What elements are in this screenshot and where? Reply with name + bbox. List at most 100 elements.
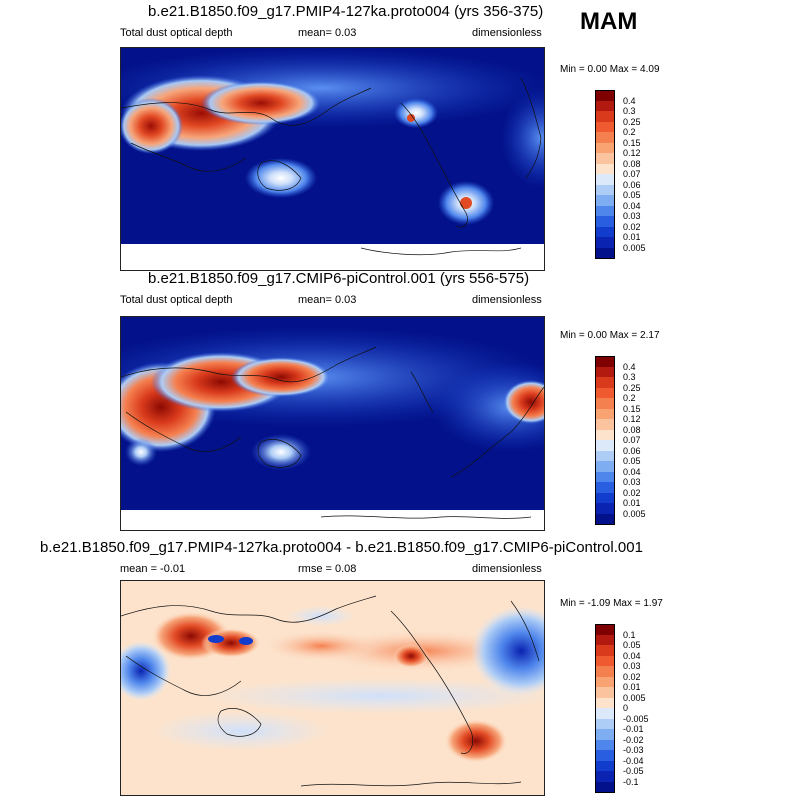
colorbar-tick-label: 0.2 (623, 393, 636, 403)
colorbar-tick-label: 0.07 (623, 435, 641, 445)
panel1-min-max: Min = 0.00 Max = 4.09 (560, 64, 660, 75)
colorbar-tick-label: 0.06 (623, 179, 641, 190)
colorbar-bin (595, 356, 615, 367)
colorbar-tick-label: 0.25 (623, 116, 641, 127)
colorbar-bin (595, 655, 615, 667)
panel3-mean-label: mean = -0.01 (120, 563, 186, 575)
colorbar-bin (595, 366, 615, 378)
colorbar-tick-label: 0.12 (623, 414, 641, 424)
colorbar-bin (595, 377, 615, 388)
colorbar-tick-label: 0.005 (623, 692, 646, 703)
colorbar-bin (595, 163, 615, 175)
colorbar-tick-label: 0.4 (623, 95, 636, 106)
colorbar-bin (595, 771, 615, 782)
colorbar-bin (595, 503, 615, 514)
colorbar-bin (595, 697, 615, 709)
colorbar-tick-label: 0.3 (623, 372, 636, 382)
season-label: MAM (580, 8, 638, 35)
colorbar-tick-label: 0.03 (623, 477, 641, 487)
colorbar-bin (595, 195, 615, 206)
colorbar-bin (595, 237, 615, 248)
colorbar-tick-label: -0.1 (623, 776, 639, 787)
colorbar-bin (595, 624, 615, 635)
colorbar-tick-label: -0.005 (623, 713, 649, 724)
colorbar-bin (595, 216, 615, 227)
panel1-title: b.e21.B1850.f09_g17.PMIP4-127ka.proto004… (148, 3, 544, 20)
panel1-variable-label: Total dust optical depth (120, 27, 233, 39)
panel1-mean-label: mean= 0.03 (298, 27, 357, 39)
colorbar-bin (595, 781, 615, 793)
colorbar-tick-label: 0.15 (623, 137, 641, 148)
colorbar-bin (595, 90, 615, 101)
colorbar-tick-label: 0.02 (623, 671, 641, 682)
panel3-field (121, 581, 544, 795)
colorbar-bin (595, 666, 615, 677)
colorbar-bin (595, 142, 615, 154)
colorbar-bin (595, 513, 615, 525)
colorbar-tick-label: 0.1 (623, 629, 636, 640)
colorbar-tick-label: 0.08 (623, 158, 641, 169)
panel2-field (121, 317, 544, 530)
colorbar-bin (595, 153, 615, 164)
panel2-title: b.e21.B1850.f09_g17.CMIP6-piControl.001 … (148, 270, 530, 287)
colorbar-bin (595, 174, 615, 185)
panel3-colorbar: 0.1 0.05 0.04 0.03 0.02 0.01 0.005 0 -0.005 -0.01… (595, 624, 675, 793)
panel1-colorbar: 0.4 0.3 0.25 0.2 0.15 0.12 0.08 0.07 0.06 0.05 0.0… (595, 90, 675, 259)
colorbar-bin (595, 111, 615, 122)
panel2-units-label: dimensionless (472, 294, 542, 306)
colorbar-tick-label: 0.02 (623, 221, 641, 232)
colorbar-bin (595, 440, 615, 451)
colorbar-bin (595, 461, 615, 472)
colorbar-tick-label: 0.07 (623, 169, 641, 179)
panel2-variable-label: Total dust optical depth (120, 294, 233, 306)
colorbar-tick-label: 0 (623, 703, 629, 713)
colorbar-tick-label: 0.03 (623, 661, 641, 671)
colorbar-tick-label: 0.01 (623, 232, 641, 242)
colorbar-bin (595, 419, 615, 430)
colorbar-bin (595, 492, 615, 504)
colorbar-tick-label: -0.01 (623, 724, 644, 734)
colorbar-bin (595, 739, 615, 751)
colorbar-bin (595, 184, 615, 196)
colorbar-bin (595, 708, 615, 719)
panel2-colorbar: 0.4 0.3 0.25 0.2 0.15 0.12 0.08 0.07 0.06 0.05 0.0… (595, 356, 675, 525)
colorbar-bin (595, 687, 615, 698)
panel3-units-label: dimensionless (472, 563, 542, 575)
colorbar-tick-label: 0.05 (623, 640, 641, 650)
panel1-units-label: dimensionless (472, 27, 542, 39)
colorbar-tick-label: -0.05 (623, 766, 644, 776)
panel2-map (120, 316, 545, 531)
colorbar-tick-label: -0.03 (623, 745, 644, 755)
colorbar-tick-label: 0.005 (623, 242, 646, 253)
colorbar-bin (595, 429, 615, 441)
colorbar-bin (595, 729, 615, 740)
colorbar-bin (595, 408, 615, 420)
colorbar-tick-label: 0.02 (623, 487, 641, 498)
colorbar-tick-label: 0.04 (623, 200, 641, 211)
colorbar-tick-label: 0.12 (623, 148, 641, 158)
colorbar-tick-label: -0.04 (623, 755, 644, 766)
panel1-field (121, 48, 544, 270)
colorbar-bin (595, 398, 615, 409)
colorbar-tick-label: -0.02 (623, 734, 644, 745)
colorbar-tick-label: 0.08 (623, 424, 641, 435)
colorbar-tick-label: 0.25 (623, 382, 641, 393)
colorbar-bin (595, 634, 615, 646)
colorbar-bin (595, 100, 615, 112)
panel3-map (120, 580, 545, 796)
panel3-min-max: Min = -1.09 Max = 1.97 (560, 598, 663, 609)
colorbar-bin (595, 760, 615, 772)
colorbar-tick-label: 0.3 (623, 106, 636, 116)
colorbar-tick-label: 0.15 (623, 403, 641, 414)
colorbar-bin (595, 676, 615, 688)
panel3-title: b.e21.B1850.f09_g17.PMIP4-127ka.proto004… (40, 539, 643, 556)
colorbar-tick-label: 0.01 (623, 682, 641, 692)
colorbar-tick-label: 0.04 (623, 466, 641, 477)
colorbar-bin (595, 482, 615, 493)
colorbar-tick-label: 0.03 (623, 211, 641, 221)
colorbar-tick-label: 0.05 (623, 190, 641, 200)
colorbar-bin (595, 205, 615, 217)
colorbar-tick-label: 0.4 (623, 361, 636, 372)
colorbar-bin (595, 718, 615, 730)
colorbar-tick-label: 0.005 (623, 508, 646, 519)
